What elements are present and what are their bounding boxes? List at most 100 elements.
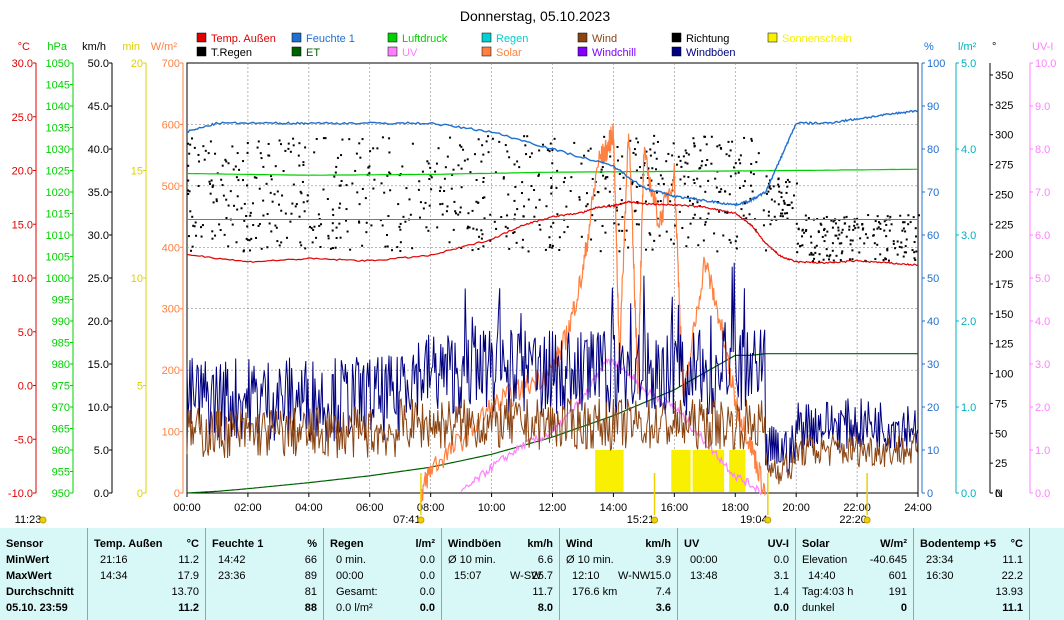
axis-tick-label: 40 [927,316,939,328]
direction-point [537,173,540,176]
direction-point [405,187,408,190]
direction-point [788,180,791,183]
direction-point [225,198,228,201]
direction-point [863,242,866,245]
axis-tick-label: 955 [52,467,70,479]
direction-point [744,180,747,183]
direction-point [292,137,295,140]
direction-point [600,168,603,171]
direction-point [399,228,402,231]
axis-tick-label: 1.0 [1035,445,1050,457]
axis-tick-label: 1050 [46,58,70,70]
direction-point [334,246,337,249]
axis-tick-label: 10.0 [12,273,33,285]
temp-header: Temp. Außen [94,538,163,550]
direction-point [466,227,469,230]
direction-point [419,201,422,204]
sun-marker-label: 07:41 [393,514,421,526]
direction-point [477,248,480,251]
direction-point [340,154,343,157]
axis-tick-label: 200 [995,249,1013,261]
axis-tick-label: 275 [995,160,1013,172]
direction-point [419,216,422,219]
legend-label: Solar [496,47,522,59]
axis-tick-label: 2.0 [1035,402,1050,414]
direction-point [555,186,558,189]
direction-point [346,230,349,233]
direction-point [898,245,901,248]
direction-point [810,251,813,254]
x-tick-label: 06:00 [356,502,384,514]
direction-point [742,184,745,187]
direction-point [692,217,695,220]
direction-point [222,194,225,197]
axis-tick-label: 1015 [46,209,70,221]
direction-point [489,239,492,242]
direction-point [807,217,810,220]
direction-point [529,155,532,158]
gusts-r3-value: 11.7 [532,586,553,598]
direction-point [706,158,709,161]
direction-point [604,177,607,180]
direction-point [591,214,594,217]
direction-point [586,203,589,206]
direction-point [448,241,451,244]
direction-point [225,160,228,163]
direction-point [792,194,795,197]
direction-point [468,226,471,229]
axis-tick-label: 100 [927,58,945,70]
direction-point [278,203,281,206]
direction-point [729,175,732,178]
direction-point [467,212,470,215]
direction-point [627,246,630,249]
direction-point [439,203,442,206]
direction-point [849,239,852,242]
direction-point [768,186,771,189]
direction-point [845,235,848,238]
direction-point [320,223,323,226]
direction-point [210,179,213,182]
axis-tick-label: 45.0 [88,101,109,113]
direction-point [810,241,813,244]
axis-tick-label: 1035 [46,123,70,135]
direction-point [838,242,841,245]
direction-point [262,165,265,168]
axis-tick-label: 75 [995,398,1007,410]
direction-point [309,225,312,228]
direction-point [743,136,746,139]
direction-point [750,162,753,165]
direction-point [396,246,399,249]
direction-point [828,255,831,258]
direction-point [533,189,536,192]
direction-point [240,207,243,210]
direction-point [513,231,516,234]
direction-point [399,241,402,244]
direction-point [902,221,905,224]
direction-point [684,149,687,152]
direction-point [820,223,823,226]
direction-point [453,200,456,203]
direction-point [812,260,815,263]
direction-point [900,246,903,249]
axis-tick-label: 10.0 [1035,58,1056,70]
axis-tick-label: 100 [995,369,1013,381]
direction-point [707,212,710,215]
sun-marker-label: 15:21 [627,514,655,526]
axis-tick-label: 15.0 [88,359,109,371]
direction-point [262,199,265,202]
axis-tick-label: -5.0 [14,434,33,446]
direction-point [914,235,917,238]
direction-point [434,170,437,173]
direction-point [553,137,556,140]
direction-point [609,155,612,158]
direction-point [327,234,330,237]
axis-unit: °C [18,41,30,53]
direction-point [301,180,304,183]
legend-label: Windchill [592,47,636,59]
direction-point [606,176,609,179]
direction-point [302,161,305,164]
direction-point [693,182,696,185]
direction-point [728,238,731,241]
direction-point [248,239,251,242]
direction-point [556,169,559,172]
